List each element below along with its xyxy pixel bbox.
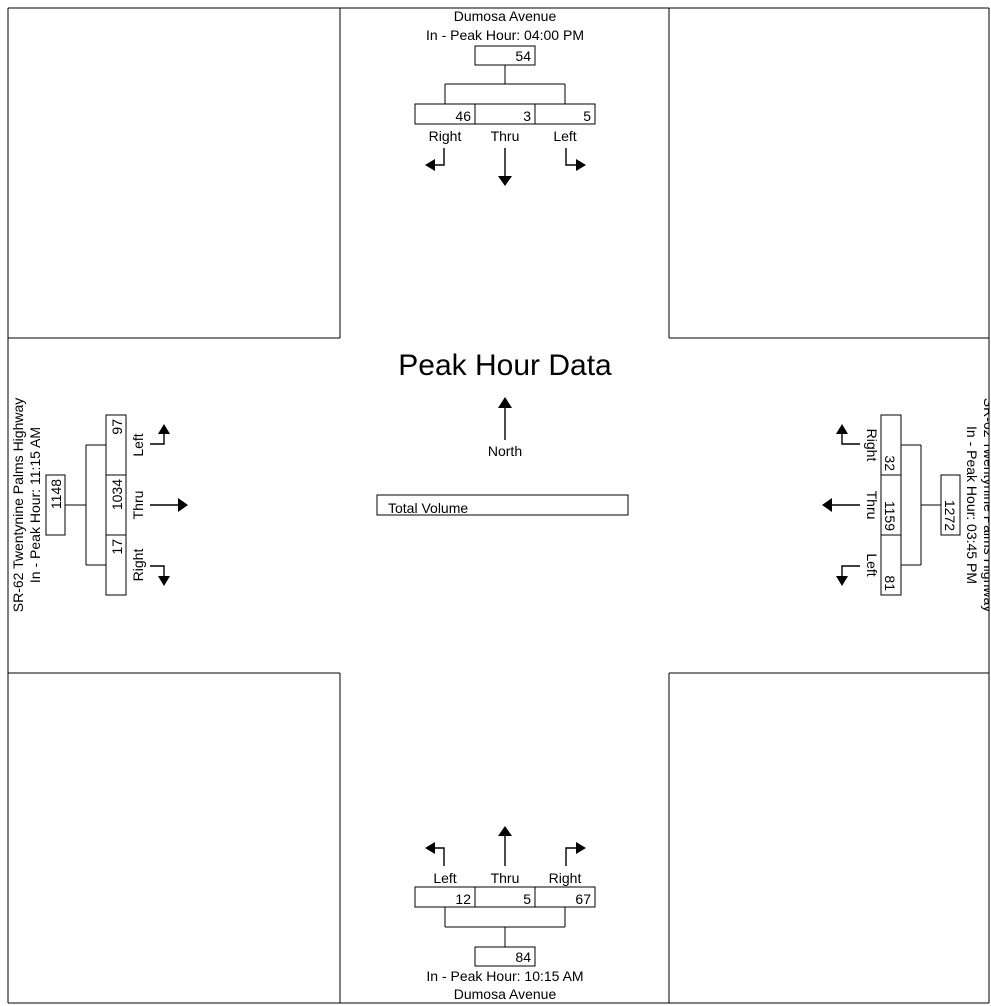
south-total-box	[474, 946, 536, 967]
legend-label: Total Volume	[388, 500, 468, 516]
north-thru-label: Thru	[491, 128, 520, 144]
east-peak-hour: In - Peak Hour: 03:45 PM	[964, 426, 980, 584]
north-left-turn-arrow-icon	[565, 148, 586, 171]
south-thru-label: Thru	[491, 870, 520, 886]
south-peak-hour: In - Peak Hour: 10:15 AM	[426, 968, 583, 984]
east-thru-value: 1159	[882, 501, 898, 531]
west-thru-value: 1034	[109, 479, 125, 510]
east-right-value: 32	[882, 455, 898, 471]
south-right-value: 67	[575, 891, 591, 907]
north-left-value: 5	[583, 108, 591, 124]
north-thru-arrow-icon	[498, 148, 512, 186]
south-left-label: Left	[433, 870, 456, 886]
west-left-value: 97	[109, 419, 125, 435]
north-right-turn-arrow-icon	[425, 148, 445, 171]
page-title: Peak Hour Data	[398, 349, 612, 382]
west-left-turn-arrow-icon	[150, 424, 170, 445]
south-thru-value: 5	[523, 891, 531, 907]
north-thru-value: 3	[523, 108, 531, 124]
west-right-label: Right	[130, 549, 146, 582]
east-thru-label: Thru	[864, 491, 880, 520]
west-thru-arrow-icon	[150, 498, 188, 512]
east-left-value: 81	[882, 575, 898, 591]
north-peak-hour: In - Peak Hour: 04:00 PM	[426, 27, 584, 43]
east-right-label: Right	[864, 429, 880, 462]
south-right-turn-arrow-icon	[565, 842, 586, 866]
south-total-value: 84	[515, 949, 531, 965]
east-left-turn-arrow-icon	[836, 565, 860, 586]
south-street-name: Dumosa Avenue	[454, 986, 557, 1002]
west-left-label: Left	[130, 433, 146, 456]
outer-border	[7, 7, 990, 1004]
west-thru-label: Thru	[130, 491, 146, 520]
east-approach: Right Thru Left 32 1159 81 1272 In - Pea…	[822, 398, 991, 613]
west-total-value: 1148	[48, 479, 64, 509]
south-left-turn-arrow-icon	[425, 842, 445, 866]
north-right-value: 46	[455, 108, 471, 124]
west-right-value: 17	[109, 539, 125, 555]
south-left-value: 12	[455, 891, 471, 907]
east-right-turn-arrow-icon	[836, 424, 860, 445]
west-street-name: SR-62 Twentynine Palms Highway	[10, 398, 26, 613]
north-left-label: Left	[553, 128, 576, 144]
east-street-name: SR-62 Twentynine Palms Highway	[981, 398, 991, 613]
north-label: North	[488, 443, 522, 459]
east-left-label: Left	[864, 553, 880, 576]
north-approach: Dumosa Avenue In - Peak Hour: 04:00 PM 5…	[414, 8, 596, 186]
south-right-label: Right	[549, 870, 582, 886]
north-total-value: 54	[515, 48, 531, 64]
legend-box	[376, 494, 629, 516]
west-right-turn-arrow-icon	[150, 565, 170, 586]
east-thru-arrow-icon	[822, 498, 860, 512]
south-approach: Left Thru Right 12 5 67 84 In - Peak Hou…	[414, 826, 596, 1002]
corner-blocks	[8, 8, 989, 1003]
east-total-box	[940, 474, 961, 536]
north-arrow-icon	[498, 397, 512, 440]
east-total-value: 1272	[942, 500, 958, 531]
west-peak-hour: In - Peak Hour: 11:15 AM	[27, 427, 43, 583]
west-approach: SR-62 Twentynine Palms Highway In - Peak…	[10, 398, 188, 613]
north-street-name: Dumosa Avenue	[454, 8, 557, 24]
south-thru-arrow-icon	[498, 826, 512, 866]
north-right-label: Right	[429, 128, 462, 144]
